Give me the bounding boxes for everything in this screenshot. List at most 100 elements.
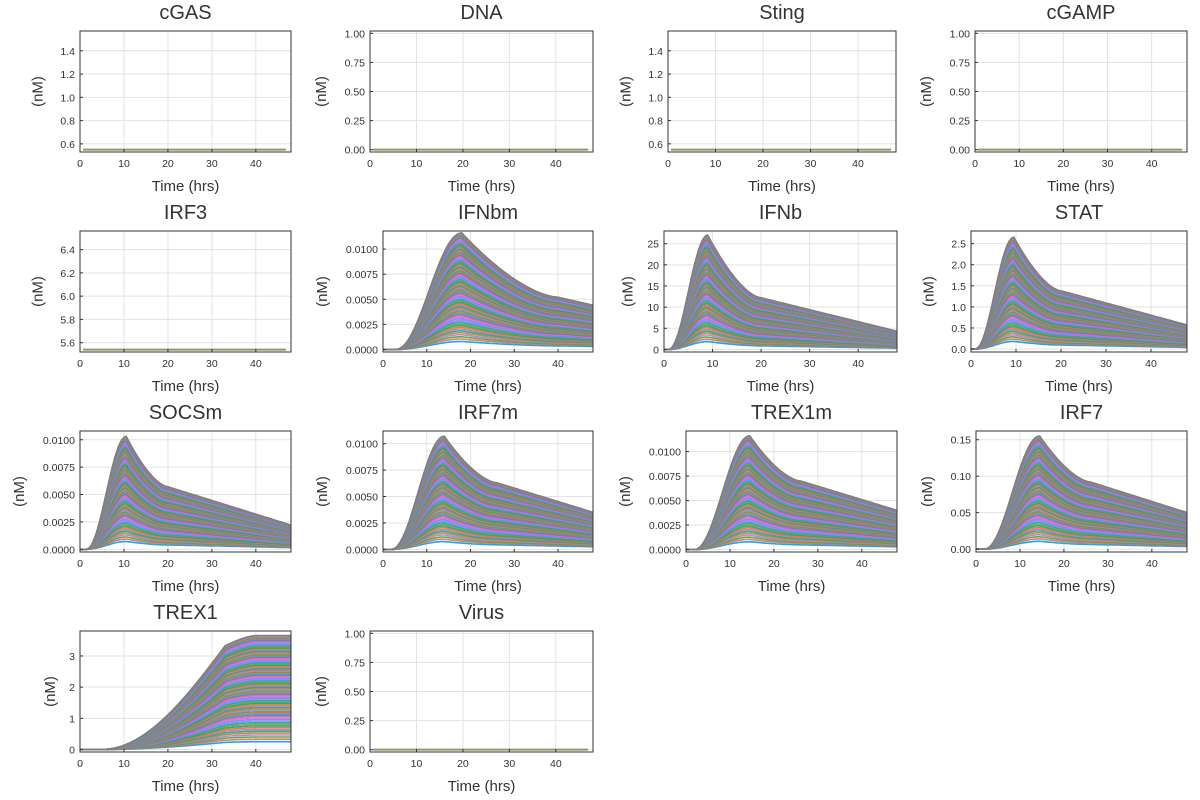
x-axis-label: Time (hrs) <box>454 378 522 395</box>
x-tick-label: 10 <box>724 558 736 570</box>
y-tick-label: 1.2 <box>648 69 663 81</box>
y-tick-label: 1.00 <box>345 628 366 640</box>
x-tick-label: 10 <box>118 558 130 570</box>
y-tick-label: 0.8 <box>648 116 663 128</box>
x-tick-label: 30 <box>508 558 520 570</box>
x-tick-label: 20 <box>457 758 469 770</box>
x-tick-label: 20 <box>162 358 174 370</box>
y-tick-label: 1.4 <box>648 46 663 58</box>
panel-title: IFNbm <box>458 202 518 224</box>
x-tick-label: 0 <box>77 358 83 370</box>
x-tick-label: 20 <box>1057 158 1069 170</box>
panel-title: IFNb <box>759 202 802 224</box>
panel-title: cGAMP <box>1047 2 1116 24</box>
y-tick-label: 0.0100 <box>43 435 75 447</box>
x-tick-label: 30 <box>206 758 218 770</box>
x-tick-label: 0 <box>367 158 373 170</box>
y-axis-label: (nM) <box>617 476 634 507</box>
y-tick-label: 5.6 <box>60 338 75 350</box>
series-group <box>383 232 594 351</box>
series-group <box>80 634 291 751</box>
x-tick-label: 30 <box>508 358 520 370</box>
y-tick-label: 2.0 <box>951 260 966 272</box>
panel-trex1m: 0 10 20 30 40 0.0000 0.0025 0.0050 0.0075 0.0100 T… <box>617 402 898 595</box>
x-tick-label: 30 <box>805 158 817 170</box>
x-tick-label: 0 <box>367 758 373 770</box>
x-axis-label: Time (hrs) <box>152 778 220 795</box>
plot-frame <box>79 430 292 553</box>
y-axis-label: (nM) <box>29 276 46 307</box>
y-tick-label: 0.75 <box>345 57 366 69</box>
series-group <box>664 234 898 351</box>
x-tick-label: 10 <box>118 758 130 770</box>
series-group <box>971 236 1188 350</box>
panel-stat: 0 10 20 30 40 0.0 0.5 1.0 1.5 2.0 2.5 STAT Time (hrs… <box>920 202 1188 395</box>
panel-title: STAT <box>1055 202 1103 224</box>
series-line <box>664 234 898 351</box>
y-axis-label: (nM) <box>42 676 59 707</box>
y-axis-label: (nM) <box>29 76 46 107</box>
x-tick-label: 0 <box>683 558 689 570</box>
x-tick-label: 10 <box>411 758 423 770</box>
y-tick-label: 0.0025 <box>346 518 378 530</box>
y-tick-label: 1.00 <box>345 28 366 40</box>
panel-irf3: 0 10 20 30 40 5.6 5.8 6.0 6.2 6.4 IRF3 Time (hrs) (n… <box>29 202 292 395</box>
x-tick-label: 40 <box>550 758 562 770</box>
x-tick-label: 0 <box>972 158 978 170</box>
y-tick-label: 0.5 <box>951 323 966 335</box>
series-group <box>383 435 594 551</box>
series-line <box>971 236 1188 350</box>
panel-title: IRF3 <box>164 202 207 224</box>
y-tick-label: 0.0050 <box>346 492 378 504</box>
y-tick-label: 1.5 <box>951 281 966 293</box>
x-axis-label: Time (hrs) <box>1048 578 1116 595</box>
x-axis-label: Time (hrs) <box>747 378 815 395</box>
x-tick-label: 40 <box>1146 158 1158 170</box>
x-tick-label: 30 <box>206 158 218 170</box>
y-tick-label: 0.0075 <box>346 465 378 477</box>
plot-frame <box>975 430 1188 553</box>
x-tick-label: 40 <box>1145 358 1157 370</box>
y-tick-label: 0.25 <box>345 716 366 728</box>
series-line <box>383 540 593 551</box>
y-axis-label: (nM) <box>11 476 28 507</box>
y-axis-label: (nM) <box>314 276 331 307</box>
y-tick-label: 0.0000 <box>346 544 378 556</box>
x-axis-label: Time (hrs) <box>748 178 816 195</box>
panel-ifnb: 0 10 20 30 40 0 5 10 15 20 25 IFNb Time (hrs) (nM) <box>620 202 898 395</box>
x-tick-label: 40 <box>852 158 864 170</box>
x-tick-label: 40 <box>852 358 864 370</box>
y-axis-label: (nM) <box>620 276 637 307</box>
x-tick-label: 30 <box>206 558 218 570</box>
x-tick-label: 40 <box>552 358 564 370</box>
series-line <box>686 540 898 551</box>
x-tick-label: 20 <box>465 358 477 370</box>
y-tick-label: 0.8 <box>60 116 75 128</box>
panel-title: TREX1m <box>751 402 832 424</box>
panel-title: IRF7m <box>458 402 518 424</box>
series-line <box>80 634 291 751</box>
y-tick-label: 1.0 <box>951 302 966 314</box>
y-tick-label: 0.0025 <box>649 520 681 532</box>
x-tick-label: 0 <box>968 358 974 370</box>
x-tick-label: 0 <box>665 158 671 170</box>
series-line <box>976 535 1188 550</box>
panel-title: TREX1 <box>153 602 217 624</box>
x-tick-label: 40 <box>552 558 564 570</box>
series-line <box>383 538 593 551</box>
y-tick-label: 0.0050 <box>346 294 378 306</box>
x-tick-label: 30 <box>504 758 516 770</box>
x-tick-label: 10 <box>707 358 719 370</box>
x-tick-label: 10 <box>1014 558 1026 570</box>
y-tick-label: 0.6 <box>60 139 75 151</box>
x-tick-label: 20 <box>1058 558 1070 570</box>
y-axis-label: (nM) <box>617 76 634 107</box>
x-tick-label: 40 <box>250 358 262 370</box>
x-tick-label: 30 <box>812 558 824 570</box>
x-tick-label: 0 <box>77 558 83 570</box>
x-axis-label: Time (hrs) <box>1047 178 1115 195</box>
y-tick-label: 0.0100 <box>649 447 681 459</box>
series-group <box>976 435 1188 550</box>
y-axis-label: (nM) <box>314 476 331 507</box>
